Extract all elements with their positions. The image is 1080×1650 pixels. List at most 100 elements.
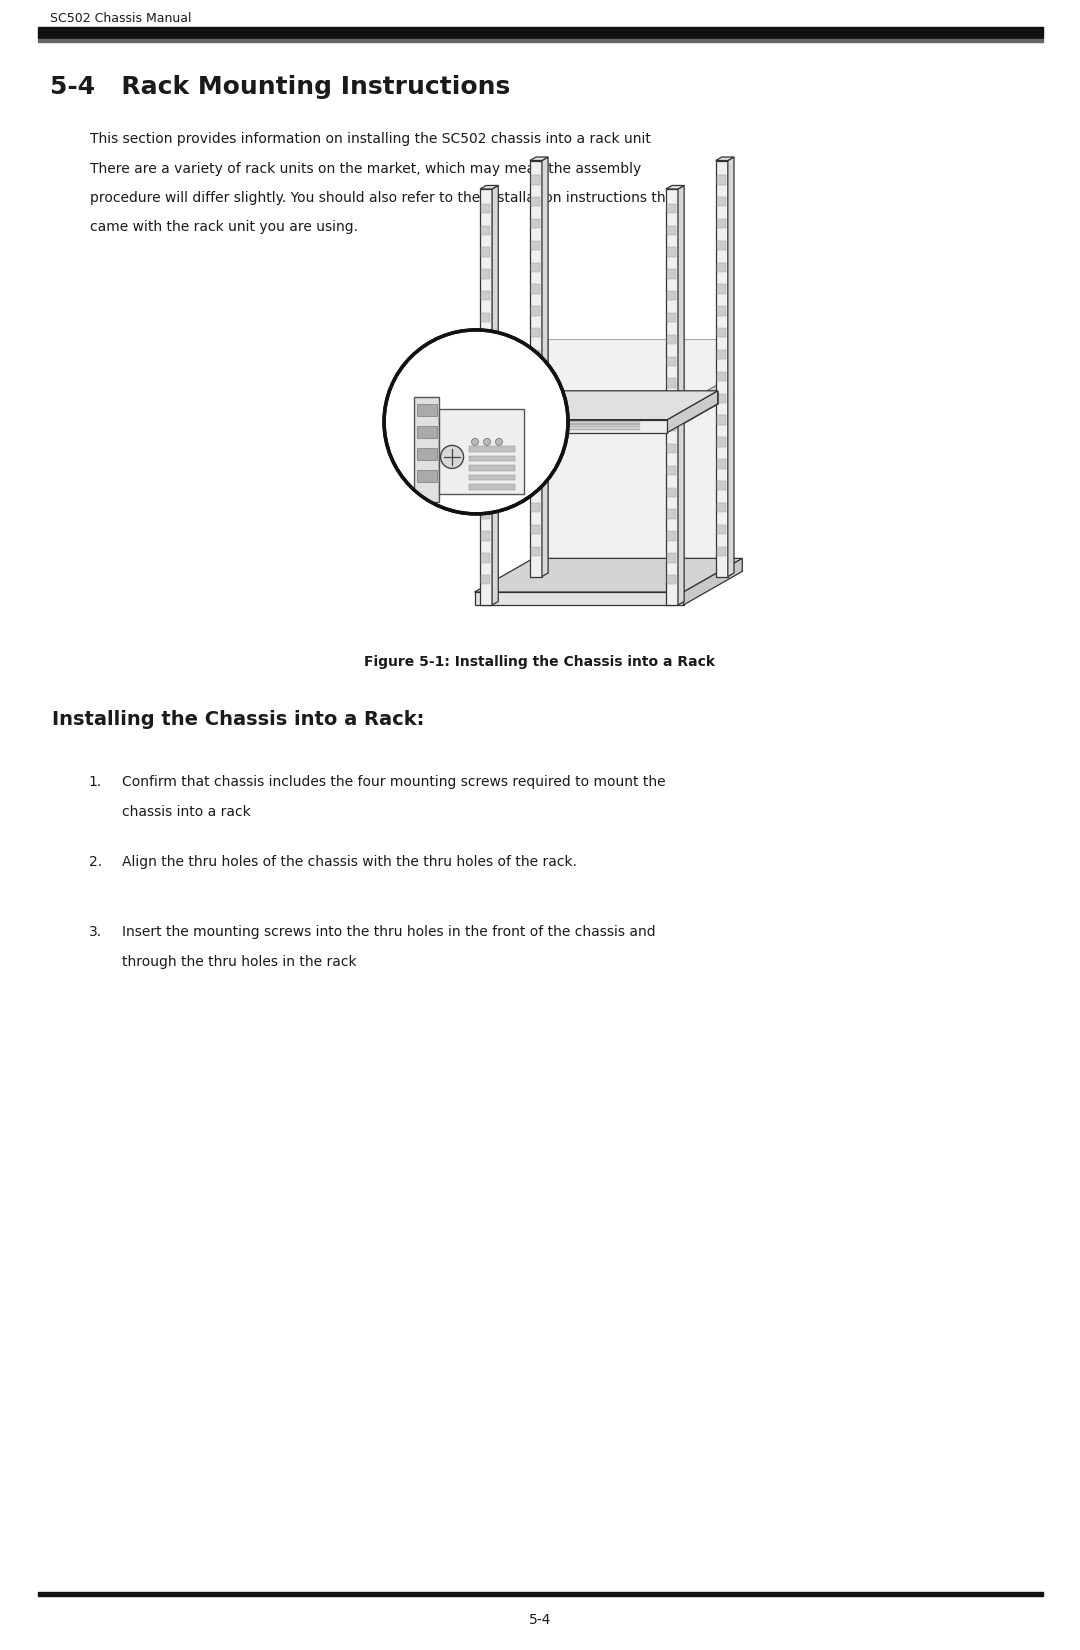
- Polygon shape: [492, 185, 498, 606]
- Circle shape: [472, 439, 478, 446]
- Polygon shape: [544, 391, 718, 404]
- Polygon shape: [480, 383, 549, 414]
- Polygon shape: [531, 175, 540, 185]
- Bar: [469, 447, 515, 452]
- Polygon shape: [728, 157, 734, 576]
- Text: 2.: 2.: [89, 855, 102, 870]
- Polygon shape: [482, 203, 490, 213]
- Polygon shape: [480, 394, 549, 427]
- Polygon shape: [666, 394, 734, 427]
- Polygon shape: [482, 401, 490, 409]
- Polygon shape: [531, 262, 540, 272]
- Polygon shape: [666, 427, 678, 434]
- Bar: [469, 455, 515, 462]
- Polygon shape: [549, 338, 721, 573]
- Polygon shape: [542, 157, 549, 576]
- Bar: [38, 1592, 1043, 1596]
- Polygon shape: [667, 378, 676, 388]
- Polygon shape: [717, 241, 726, 251]
- Polygon shape: [667, 226, 676, 234]
- Polygon shape: [717, 482, 726, 490]
- Polygon shape: [717, 350, 726, 360]
- Text: Insert the mounting screws into the thru holes in the front of the chassis and: Insert the mounting screws into the thru…: [122, 926, 656, 939]
- Polygon shape: [667, 465, 676, 475]
- Polygon shape: [667, 531, 676, 541]
- Polygon shape: [531, 241, 540, 251]
- Polygon shape: [666, 185, 684, 190]
- Polygon shape: [531, 394, 540, 403]
- Polygon shape: [666, 383, 734, 414]
- Circle shape: [484, 439, 490, 446]
- Polygon shape: [482, 444, 490, 454]
- Polygon shape: [482, 531, 490, 541]
- Text: SC502 Chassis Manual: SC502 Chassis Manual: [50, 12, 191, 25]
- Text: Figure 5-1: Installing the Chassis into a Rack: Figure 5-1: Installing the Chassis into …: [365, 655, 715, 668]
- Polygon shape: [499, 422, 529, 431]
- Polygon shape: [717, 284, 726, 294]
- Polygon shape: [667, 510, 676, 518]
- Polygon shape: [474, 592, 684, 606]
- Polygon shape: [482, 335, 490, 345]
- Polygon shape: [531, 459, 540, 469]
- Polygon shape: [678, 185, 684, 606]
- Polygon shape: [482, 465, 490, 475]
- Polygon shape: [482, 422, 490, 432]
- Polygon shape: [716, 160, 728, 576]
- Polygon shape: [480, 185, 498, 190]
- Text: This section provides information on installing the SC502 chassis into a rack un: This section provides information on ins…: [90, 132, 651, 145]
- Polygon shape: [482, 314, 490, 322]
- Polygon shape: [717, 416, 726, 424]
- Polygon shape: [482, 574, 490, 584]
- Polygon shape: [666, 414, 678, 421]
- Polygon shape: [717, 175, 726, 185]
- Polygon shape: [667, 248, 676, 257]
- Polygon shape: [531, 219, 540, 228]
- Bar: [440, 409, 524, 493]
- Text: 5-4   Rack Mounting Instructions: 5-4 Rack Mounting Instructions: [50, 74, 510, 99]
- Polygon shape: [717, 546, 726, 556]
- Text: 5-4: 5-4: [529, 1614, 551, 1627]
- Text: chassis into a rack: chassis into a rack: [122, 805, 251, 818]
- Polygon shape: [530, 157, 549, 160]
- Polygon shape: [717, 371, 726, 381]
- Polygon shape: [667, 203, 676, 213]
- Polygon shape: [531, 482, 540, 490]
- Polygon shape: [666, 190, 678, 606]
- Bar: [417, 447, 437, 460]
- Polygon shape: [482, 248, 490, 257]
- Polygon shape: [667, 574, 676, 584]
- Polygon shape: [492, 394, 549, 434]
- Text: There are a variety of rack units on the market, which may mean the assembly: There are a variety of rack units on the…: [90, 162, 642, 175]
- Bar: [417, 404, 437, 416]
- Polygon shape: [531, 350, 540, 360]
- Polygon shape: [667, 391, 718, 432]
- Polygon shape: [667, 553, 676, 563]
- Polygon shape: [480, 190, 492, 606]
- Polygon shape: [667, 335, 676, 345]
- Bar: [417, 470, 437, 482]
- Bar: [469, 465, 515, 470]
- Polygon shape: [717, 503, 726, 512]
- Bar: [38, 26, 1043, 38]
- Polygon shape: [480, 427, 492, 434]
- Polygon shape: [531, 503, 540, 512]
- Polygon shape: [494, 419, 667, 432]
- Polygon shape: [531, 546, 540, 556]
- Polygon shape: [531, 371, 540, 381]
- Polygon shape: [530, 160, 542, 576]
- Bar: [469, 485, 515, 490]
- Polygon shape: [717, 328, 726, 338]
- Polygon shape: [482, 226, 490, 234]
- Bar: [417, 426, 437, 437]
- Polygon shape: [482, 290, 490, 300]
- Polygon shape: [717, 262, 726, 272]
- Polygon shape: [717, 459, 726, 469]
- Polygon shape: [717, 196, 726, 206]
- Text: Align the thru holes of the chassis with the thru holes of the rack.: Align the thru holes of the chassis with…: [122, 855, 577, 870]
- Polygon shape: [717, 525, 726, 535]
- Polygon shape: [482, 510, 490, 518]
- Polygon shape: [474, 558, 742, 592]
- Polygon shape: [717, 219, 726, 228]
- Polygon shape: [667, 290, 676, 300]
- Polygon shape: [684, 558, 742, 606]
